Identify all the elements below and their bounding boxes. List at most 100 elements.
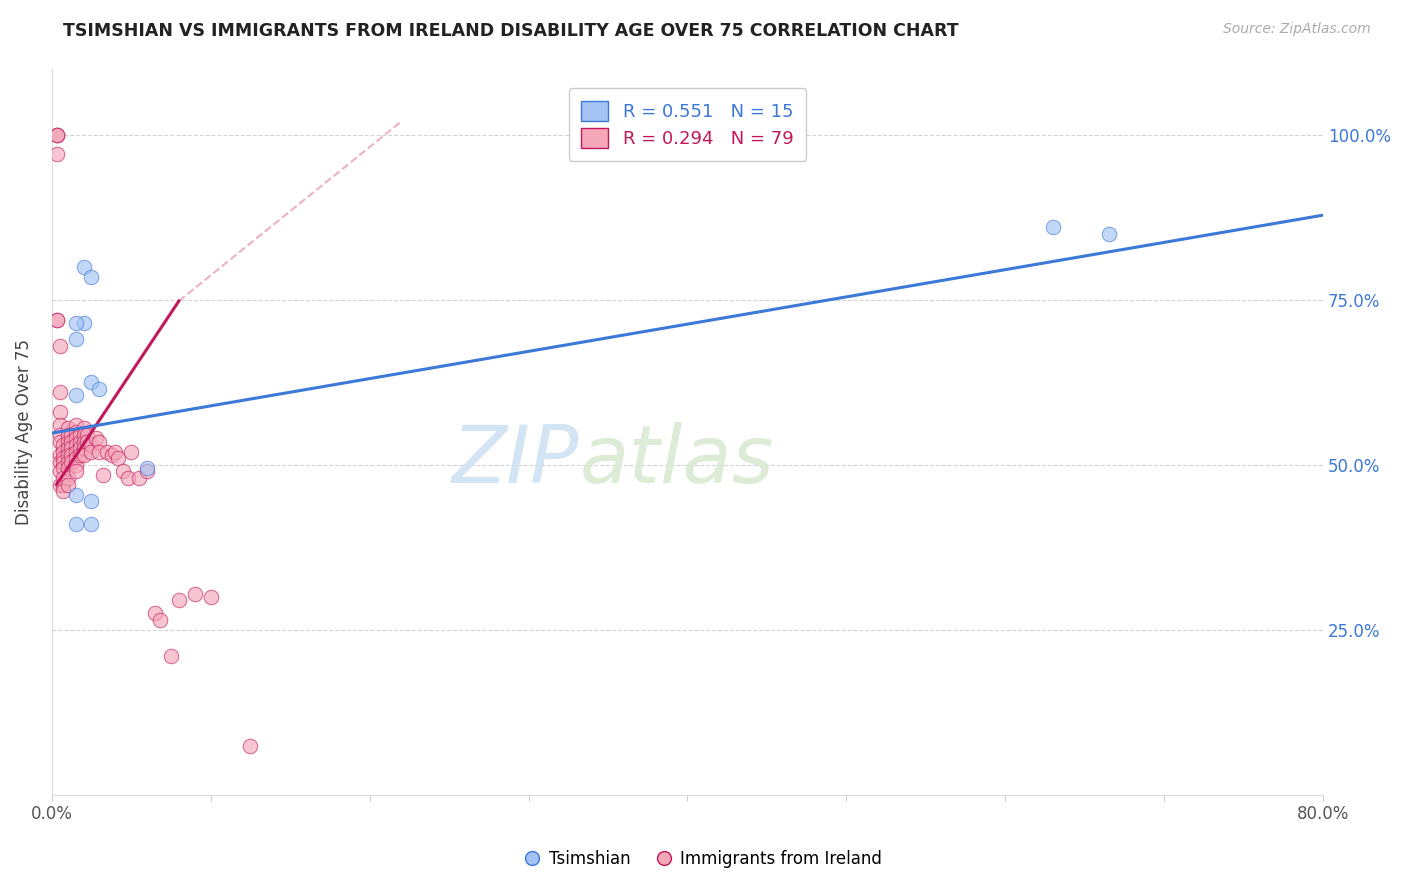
Immigrants from Ireland	[52, 438, 75, 452]
Legend: R = 0.551   N = 15, R = 0.294   N = 79: R = 0.551 N = 15, R = 0.294 N = 79	[568, 88, 806, 161]
Immigrants from Ireland	[72, 421, 94, 435]
Tsimshian	[80, 269, 103, 284]
Text: ZIP: ZIP	[451, 422, 579, 500]
Immigrants from Ireland	[48, 454, 70, 468]
Immigrants from Ireland	[56, 442, 79, 456]
Tsimshian	[80, 376, 103, 390]
Immigrants from Ireland	[136, 464, 159, 478]
Tsimshian	[65, 316, 87, 330]
Tsimshian	[1042, 220, 1064, 235]
Text: atlas: atlas	[579, 422, 775, 500]
Immigrants from Ireland	[52, 484, 75, 499]
Immigrants from Ireland	[184, 586, 207, 600]
Immigrants from Ireland	[200, 590, 222, 604]
Immigrants from Ireland	[56, 448, 79, 462]
Immigrants from Ireland	[69, 434, 91, 449]
Immigrants from Ireland	[56, 421, 79, 435]
Immigrants from Ireland	[48, 385, 70, 400]
Tsimshian	[136, 461, 159, 475]
Immigrants from Ireland	[80, 444, 103, 458]
Immigrants from Ireland	[56, 454, 79, 468]
Immigrants from Ireland	[56, 428, 79, 442]
Immigrants from Ireland	[56, 434, 79, 449]
Immigrants from Ireland	[52, 451, 75, 466]
Immigrants from Ireland	[69, 448, 91, 462]
Immigrants from Ireland	[101, 448, 124, 462]
Immigrants from Ireland	[45, 128, 67, 142]
Immigrants from Ireland	[48, 339, 70, 353]
Immigrants from Ireland	[45, 312, 67, 326]
Immigrants from Ireland	[56, 477, 79, 491]
Immigrants from Ireland	[239, 739, 262, 753]
Immigrants from Ireland	[84, 431, 107, 445]
Tsimshian	[65, 332, 87, 346]
Immigrants from Ireland	[65, 425, 87, 439]
Text: TSIMSHIAN VS IMMIGRANTS FROM IRELAND DISABILITY AGE OVER 75 CORRELATION CHART: TSIMSHIAN VS IMMIGRANTS FROM IRELAND DIS…	[63, 22, 959, 40]
Immigrants from Ireland	[48, 428, 70, 442]
Immigrants from Ireland	[65, 418, 87, 433]
Immigrants from Ireland	[48, 418, 70, 433]
Immigrants from Ireland	[65, 451, 87, 466]
Immigrants from Ireland	[59, 428, 82, 442]
Immigrants from Ireland	[72, 448, 94, 462]
Immigrants from Ireland	[52, 454, 75, 468]
Tsimshian	[65, 487, 87, 501]
Immigrants from Ireland	[112, 464, 135, 478]
Immigrants from Ireland	[48, 448, 70, 462]
Tsimshian	[89, 382, 111, 396]
Immigrants from Ireland	[65, 464, 87, 478]
Tsimshian	[80, 517, 103, 532]
Immigrants from Ireland	[72, 428, 94, 442]
Immigrants from Ireland	[59, 442, 82, 456]
Immigrants from Ireland	[65, 444, 87, 458]
Immigrants from Ireland	[65, 431, 87, 445]
Immigrants from Ireland	[56, 471, 79, 485]
Immigrants from Ireland	[48, 434, 70, 449]
Immigrants from Ireland	[80, 438, 103, 452]
Immigrants from Ireland	[48, 405, 70, 419]
Tsimshian	[80, 494, 103, 508]
Immigrants from Ireland	[76, 434, 98, 449]
Y-axis label: Disability Age Over 75: Disability Age Over 75	[15, 339, 32, 524]
Immigrants from Ireland	[149, 613, 172, 627]
Immigrants from Ireland	[69, 428, 91, 442]
Immigrants from Ireland	[59, 434, 82, 449]
Immigrants from Ireland	[107, 451, 129, 466]
Immigrants from Ireland	[45, 147, 67, 161]
Tsimshian	[72, 260, 94, 274]
Immigrants from Ireland	[128, 471, 150, 485]
Immigrants from Ireland	[45, 128, 67, 142]
Immigrants from Ireland	[65, 458, 87, 472]
Immigrants from Ireland	[89, 444, 111, 458]
Immigrants from Ireland	[52, 477, 75, 491]
Immigrants from Ireland	[69, 442, 91, 456]
Legend: Tsimshian, Immigrants from Ireland: Tsimshian, Immigrants from Ireland	[517, 844, 889, 875]
Immigrants from Ireland	[52, 471, 75, 485]
Immigrants from Ireland	[117, 471, 139, 485]
Immigrants from Ireland	[45, 128, 67, 142]
Immigrants from Ireland	[52, 461, 75, 475]
Immigrants from Ireland	[89, 434, 111, 449]
Immigrants from Ireland	[143, 607, 166, 621]
Immigrants from Ireland	[48, 477, 70, 491]
Immigrants from Ireland	[76, 428, 98, 442]
Immigrants from Ireland	[59, 448, 82, 462]
Immigrants from Ireland	[48, 464, 70, 478]
Immigrants from Ireland	[120, 444, 142, 458]
Immigrants from Ireland	[59, 454, 82, 468]
Immigrants from Ireland	[56, 461, 79, 475]
Immigrants from Ireland	[52, 444, 75, 458]
Immigrants from Ireland	[91, 467, 114, 482]
Tsimshian	[72, 316, 94, 330]
Tsimshian	[65, 517, 87, 532]
Immigrants from Ireland	[167, 593, 190, 607]
Immigrants from Ireland	[104, 444, 127, 458]
Immigrants from Ireland	[72, 434, 94, 449]
Immigrants from Ireland	[96, 444, 118, 458]
Tsimshian	[1097, 227, 1119, 241]
Immigrants from Ireland	[65, 438, 87, 452]
Tsimshian	[65, 388, 87, 402]
Immigrants from Ireland	[45, 312, 67, 326]
Immigrants from Ireland	[160, 649, 183, 664]
Immigrants from Ireland	[72, 442, 94, 456]
